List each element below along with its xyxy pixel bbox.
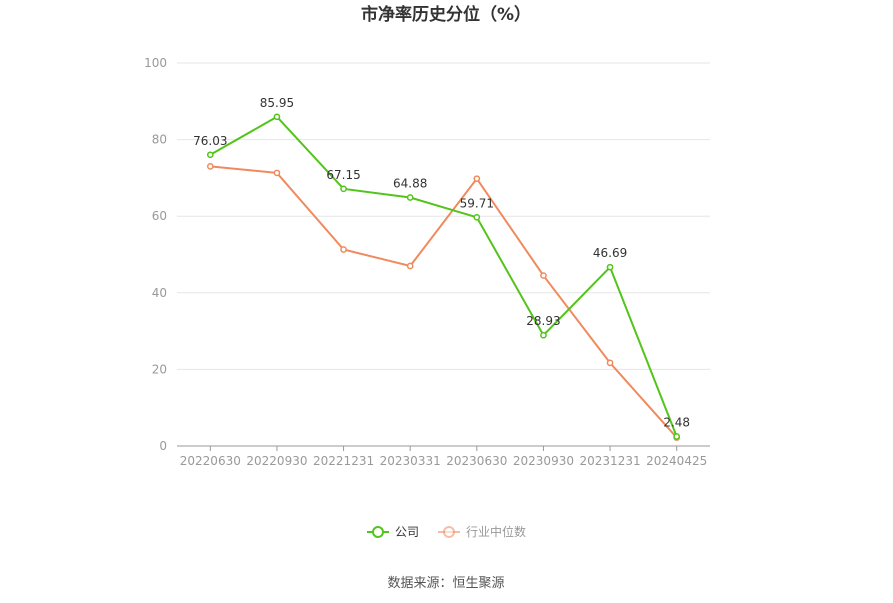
x-tick-label: 20221231 [313, 454, 374, 468]
y-tick-label: 40 [152, 286, 167, 300]
x-axis: 20220630 20220930 20221231 20230331 20230630… [177, 445, 710, 468]
series-line [209, 115, 678, 437]
data-label: 67.15 [326, 168, 360, 182]
y-axis: 0 20 40 60 80 100 [144, 56, 167, 453]
data-point [206, 163, 214, 170]
y-tick-label: 20 [152, 362, 167, 376]
series-layer: 76.03 85.95 67.15 64.88 59.71 28.93 46.69 2.48 [193, 96, 690, 441]
data-point [540, 272, 547, 279]
series-line [210, 165, 678, 439]
data-point [540, 331, 547, 339]
legend-swatch-marker [372, 526, 384, 538]
x-tick-label: 20230630 [446, 454, 507, 468]
x-tick-label: 20220930 [246, 454, 307, 468]
y-tick-label: 80 [152, 133, 167, 147]
data-point [340, 246, 347, 253]
data-label: 76.03 [193, 134, 227, 148]
data-point [473, 175, 481, 183]
data-point [606, 359, 614, 367]
data-point [340, 185, 347, 193]
y-tick-label: 60 [152, 209, 167, 223]
data-point [273, 113, 281, 121]
data-point [273, 169, 281, 177]
legend-label: 行业中位数 [466, 524, 526, 539]
legend[interactable]: 公司 行业中位数 [367, 524, 526, 539]
data-label: 85.95 [260, 96, 294, 110]
data-label: 28.93 [526, 314, 560, 328]
data-label: 64.88 [393, 177, 427, 191]
data-point [606, 263, 614, 271]
x-tick-label: 20231231 [580, 454, 641, 468]
legend-label: 公司 [395, 525, 419, 539]
data-label: 2.48 [663, 416, 690, 430]
legend-item[interactable]: 公司 [367, 525, 419, 539]
x-tick-label: 20240425 [646, 454, 707, 468]
data-point [206, 151, 214, 159]
data-point [673, 433, 681, 440]
data-label: 46.69 [593, 246, 627, 260]
data-point [473, 213, 481, 221]
chart-title: 市净率历史分位（%） [361, 4, 531, 25]
legend-item[interactable]: 行业中位数 [438, 524, 526, 539]
x-tick-label: 20220630 [180, 454, 241, 468]
source-text: 数据来源：恒生聚源 [387, 576, 504, 591]
data-point [406, 194, 414, 201]
x-tick-label: 20230331 [380, 454, 441, 468]
x-tick-label: 20230930 [513, 454, 574, 468]
legend-swatch-marker [443, 526, 455, 538]
data-label: 59.71 [460, 196, 494, 210]
y-tick-label: 0 [159, 439, 167, 453]
y-tick-label: 100 [144, 56, 167, 70]
data-point [406, 262, 414, 270]
grid [177, 62, 710, 370]
